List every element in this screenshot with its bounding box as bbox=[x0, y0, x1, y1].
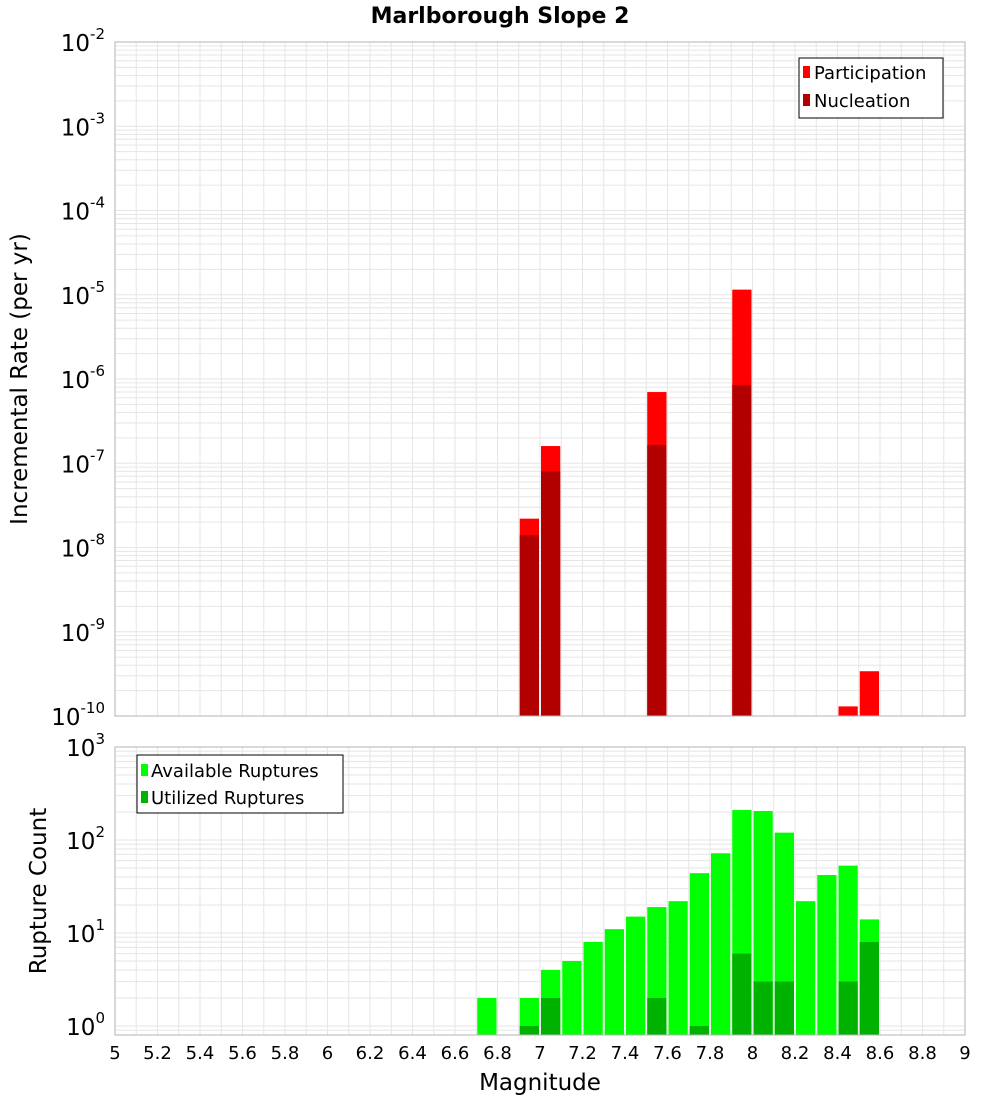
count-bar-utilized-ruptures bbox=[859, 942, 879, 1035]
count-bar-utilized-ruptures bbox=[838, 981, 858, 1035]
rate-bar-nucleation bbox=[732, 384, 752, 716]
x-tick-label: 5.8 bbox=[271, 1043, 300, 1064]
rate-bar-nucleation bbox=[519, 535, 539, 716]
rate-legend: Participation Nucleation bbox=[798, 57, 944, 119]
count-panel: 103 102 101 100 5 5.2 5.4 5.6 5.8 6 6.2 6.4 6.6 6.8 7… bbox=[26, 730, 971, 1096]
count-bar-utilized-ruptures bbox=[753, 981, 773, 1035]
x-tick-label: 6.8 bbox=[483, 1043, 512, 1064]
nucleation-legend-label: Nucleation bbox=[814, 91, 910, 112]
count-bar-available-ruptures bbox=[626, 916, 646, 1035]
count-plot-frame bbox=[114, 746, 966, 1036]
utilized-legend-swatch bbox=[141, 791, 148, 803]
count-bar-available-ruptures bbox=[753, 811, 773, 1035]
count-bars bbox=[477, 810, 879, 1035]
count-bar-available-ruptures bbox=[519, 997, 539, 1035]
x-tick-label: 7.6 bbox=[653, 1043, 682, 1064]
count-bar-utilized-ruptures bbox=[732, 953, 752, 1035]
nucleation-legend-swatch bbox=[803, 94, 810, 106]
count-y-tick-label: 102 bbox=[66, 823, 105, 855]
count-y-tick-label: 100 bbox=[66, 1009, 105, 1041]
participation-legend-label: Participation bbox=[814, 63, 926, 84]
rate-y-tick-label: 10-7 bbox=[61, 446, 105, 478]
count-bar-available-ruptures bbox=[562, 960, 582, 1035]
count-bar-utilized-ruptures bbox=[541, 997, 561, 1035]
count-bar-utilized-ruptures bbox=[689, 1025, 709, 1035]
x-tick-label: 5.6 bbox=[228, 1043, 257, 1064]
rate-panel: 10-2 10-3 10-4 10-5 10-6 10-7 10-8 10-9 10-10 In… bbox=[7, 25, 966, 731]
participation-legend-swatch bbox=[803, 66, 810, 78]
count-bar-utilized-ruptures bbox=[774, 981, 794, 1035]
rate-plot-frame bbox=[114, 41, 966, 717]
rate-bar-participation bbox=[859, 671, 879, 716]
count-y-tick-label: 101 bbox=[66, 916, 105, 948]
x-tick-label: 7.8 bbox=[696, 1043, 725, 1064]
x-tick-label: 9 bbox=[959, 1043, 970, 1064]
x-tick-label: 8 bbox=[747, 1043, 758, 1064]
x-axis-label: Magnitude bbox=[479, 1070, 601, 1096]
count-y-tick-label: 103 bbox=[66, 730, 105, 762]
x-tick-label: 6.6 bbox=[441, 1043, 470, 1064]
x-tick-label: 5.4 bbox=[186, 1043, 215, 1064]
count-y-tick-labels: 103 102 101 100 bbox=[66, 730, 105, 1041]
x-tick-label: 8.2 bbox=[781, 1043, 810, 1064]
count-legend: Available Ruptures Utilized Ruptures bbox=[136, 754, 344, 814]
chart-title: Marlborough Slope 2 bbox=[371, 4, 630, 29]
x-tick-label: 6.4 bbox=[398, 1043, 427, 1064]
count-bar-utilized-ruptures bbox=[519, 1025, 539, 1035]
rate-y-tick-label: 10-2 bbox=[61, 25, 105, 57]
rate-y-tick-label: 10-8 bbox=[61, 531, 105, 563]
x-tick-label: 8.8 bbox=[908, 1043, 937, 1064]
count-bar-available-ruptures bbox=[817, 875, 837, 1035]
rate-y-tick-label: 10-5 bbox=[61, 278, 105, 310]
count-y-axis-label: Rupture Count bbox=[26, 808, 52, 974]
rate-bars bbox=[519, 289, 879, 716]
rate-y-tick-label: 10-4 bbox=[61, 194, 105, 226]
x-tick-label: 8.4 bbox=[823, 1043, 852, 1064]
x-tick-label: 6 bbox=[322, 1043, 333, 1064]
count-bar-available-ruptures bbox=[796, 901, 816, 1035]
rate-bar-nucleation bbox=[647, 444, 667, 716]
utilized-legend-label: Utilized Ruptures bbox=[151, 788, 304, 809]
rate-y-tick-label: 10-6 bbox=[61, 362, 105, 394]
count-bar-available-ruptures bbox=[668, 901, 688, 1035]
count-bar-available-ruptures bbox=[583, 942, 603, 1035]
x-tick-label: 7.4 bbox=[611, 1043, 640, 1064]
x-tick-labels: 5 5.2 5.4 5.6 5.8 6 6.2 6.4 6.6 6.8 7 7.2 7.4 7.6 7.8 8… bbox=[109, 1043, 970, 1064]
x-tick-label: 7.2 bbox=[568, 1043, 597, 1064]
count-bar-available-ruptures bbox=[604, 929, 624, 1035]
x-tick-label: 7 bbox=[534, 1043, 545, 1064]
rate-y-tick-labels: 10-2 10-3 10-4 10-5 10-6 10-7 10-8 10-9 10-10 bbox=[51, 25, 105, 731]
count-bar-available-ruptures bbox=[711, 853, 731, 1035]
count-bar-available-ruptures bbox=[477, 997, 497, 1035]
rate-y-tick-label: 10-10 bbox=[51, 699, 105, 731]
rate-grid bbox=[114, 42, 966, 717]
x-tick-label: 5 bbox=[109, 1043, 120, 1064]
rate-y-tick-label: 10-9 bbox=[61, 615, 105, 647]
count-legend-box bbox=[136, 754, 344, 814]
available-legend-label: Available Ruptures bbox=[151, 761, 319, 782]
x-tick-label: 8.6 bbox=[866, 1043, 895, 1064]
x-tick-label: 6.2 bbox=[356, 1043, 385, 1064]
rate-legend-box bbox=[798, 57, 944, 119]
x-tick-label: 5.2 bbox=[143, 1043, 172, 1064]
rate-bar-nucleation bbox=[541, 471, 561, 716]
count-bar-utilized-ruptures bbox=[647, 997, 667, 1035]
rate-y-tick-label: 10-3 bbox=[61, 109, 105, 141]
count-bar-available-ruptures bbox=[689, 873, 709, 1035]
rate-bar-participation bbox=[838, 706, 858, 716]
available-legend-swatch bbox=[141, 764, 148, 776]
rate-y-axis-label: Incremental Rate (per yr) bbox=[7, 233, 33, 525]
